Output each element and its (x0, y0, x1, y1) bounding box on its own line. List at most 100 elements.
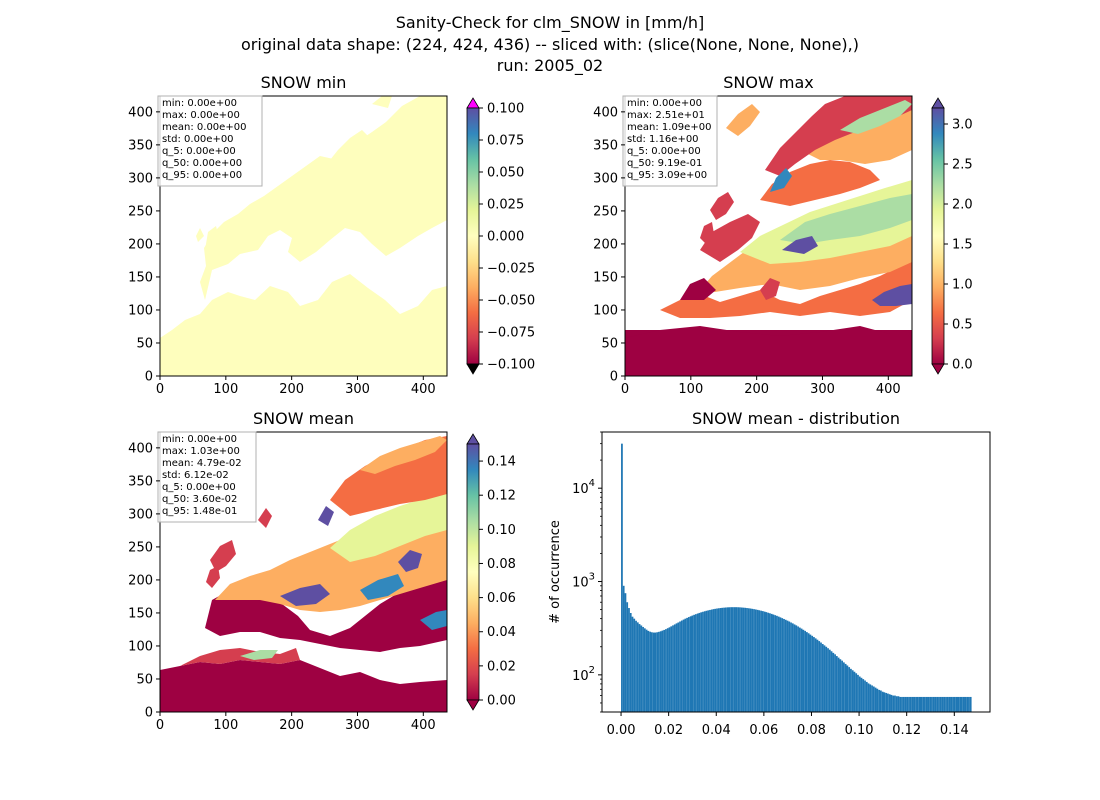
hist-bar (895, 696, 898, 712)
colorbar-tick-label: 0.025 (487, 198, 524, 213)
stats-mean-line: std: 6.12e-02 (162, 470, 229, 481)
hist-bar (769, 613, 771, 712)
x-tick-label: 300 (345, 382, 370, 397)
hist-bar (624, 593, 627, 712)
y-tick-label: 350 (128, 474, 153, 489)
hist-bar (638, 624, 641, 712)
colorbar-max-extend-bottom (931, 363, 945, 375)
hist-bar (969, 696, 972, 712)
hist-bar (626, 602, 629, 712)
stats-max-line: min: 0.00e+00 (627, 98, 702, 109)
hist-bar (931, 696, 933, 712)
hist-bar (872, 686, 875, 712)
hist-bar (809, 634, 812, 712)
colorbar-tick-label: 1.5 (952, 238, 973, 253)
hist-bar (772, 614, 775, 712)
hist-bar (791, 623, 794, 712)
hist-bar (689, 616, 692, 712)
colorbar-tick-label: 0.10 (487, 523, 516, 538)
y-tick-label: 250 (128, 540, 153, 555)
hist-x-tick-label: 0.14 (940, 723, 969, 738)
hist-bar (814, 638, 817, 712)
y-tick-label: 350 (593, 138, 618, 153)
hist-bar (943, 696, 946, 712)
hist-bar (922, 696, 925, 712)
hist-bar (661, 630, 664, 712)
hist-bar (948, 696, 951, 712)
hist-bar (677, 622, 680, 712)
hist-bar (693, 614, 696, 712)
x-tick-label: 400 (876, 382, 901, 397)
map-min-ticks: 0 100 200 300 400 0 50 100 150 200 250 300 350 400 (128, 105, 436, 397)
y-tick-label: 150 (128, 270, 153, 285)
colorbar-tick-label: −0.100 (487, 358, 535, 373)
hist-bar (934, 696, 937, 712)
suptitle-line-3: run: 2005_02 (496, 56, 604, 75)
panel-min-title: SNOW min (261, 73, 347, 92)
hist-bar (726, 607, 729, 712)
hist-bar (867, 683, 870, 712)
hist-bar (964, 696, 967, 712)
hist-bar (756, 609, 759, 712)
hist-bar (746, 608, 748, 712)
map-max-frame (624, 95, 913, 377)
hist-bar (851, 670, 854, 712)
hist-bar (865, 681, 868, 712)
hist-bar (781, 618, 784, 712)
colorbar-tick-label: 3.0 (952, 118, 973, 133)
hist-bar (754, 609, 757, 712)
hist-bar (635, 620, 637, 712)
hist-bar (952, 696, 954, 712)
hist-x-tick-label: 0.02 (654, 723, 683, 738)
colorbar-tick-label: 0.0 (952, 358, 973, 373)
hist-bar (800, 628, 803, 712)
colorbar-tick-label: 0.14 (487, 455, 516, 470)
hist-bar (883, 692, 886, 712)
hist-bar (848, 667, 851, 712)
hist-bar (874, 687, 877, 712)
y-tick-label: 400 (593, 105, 618, 120)
hist-bar (703, 611, 706, 712)
y-tick-label: 200 (128, 237, 153, 252)
stats-max-line: max: 2.51e+01 (627, 110, 705, 121)
stats-mean-line: min: 0.00e+00 (162, 434, 237, 445)
y-tick-label: 150 (593, 270, 618, 285)
hist-bar (628, 608, 630, 712)
hist-bar (707, 610, 710, 712)
panel-snow-max: SNOW max min: 0.00e+00 max: (593, 73, 973, 397)
hist-bar (961, 696, 963, 712)
stats-min-line: q_95: 0.00e+00 (162, 170, 242, 181)
y-tick-label: 0 (610, 370, 618, 385)
hist-bar (908, 696, 910, 712)
hist-bar (959, 696, 962, 712)
hist-bar (760, 610, 762, 712)
hist-bar (672, 625, 674, 712)
hist-bar (649, 631, 651, 712)
hist-bar (696, 613, 699, 712)
suptitle-line-1: Sanity-Check for clm_SNOW in [mm/h] (395, 13, 705, 32)
colorbar-tick-label: 0.06 (487, 591, 516, 606)
hist-bar (941, 696, 944, 712)
hist-bar (682, 619, 685, 712)
hist-bars (621, 443, 972, 712)
hist-bar (719, 608, 722, 712)
hist-bar (798, 627, 801, 712)
hist-bar (950, 696, 953, 712)
hist-bar (823, 645, 826, 712)
hist-bar (658, 631, 660, 712)
hist-bar (652, 632, 655, 712)
hist-bar (911, 696, 914, 712)
hist-bar (774, 615, 777, 712)
x-tick-label: 400 (411, 718, 436, 733)
map-mean-field (160, 436, 447, 712)
hist-bar (909, 696, 912, 712)
hist-bar (716, 608, 718, 712)
hist-bar (721, 607, 724, 712)
hist-bar (744, 607, 747, 712)
colorbar-min-extend-top (466, 97, 480, 109)
hist-bar (643, 628, 646, 712)
hist-bar (811, 635, 814, 712)
hist-bar (686, 617, 688, 712)
colorbar-tick-label: 2.5 (952, 158, 973, 173)
y-tick-label: 50 (601, 336, 618, 351)
